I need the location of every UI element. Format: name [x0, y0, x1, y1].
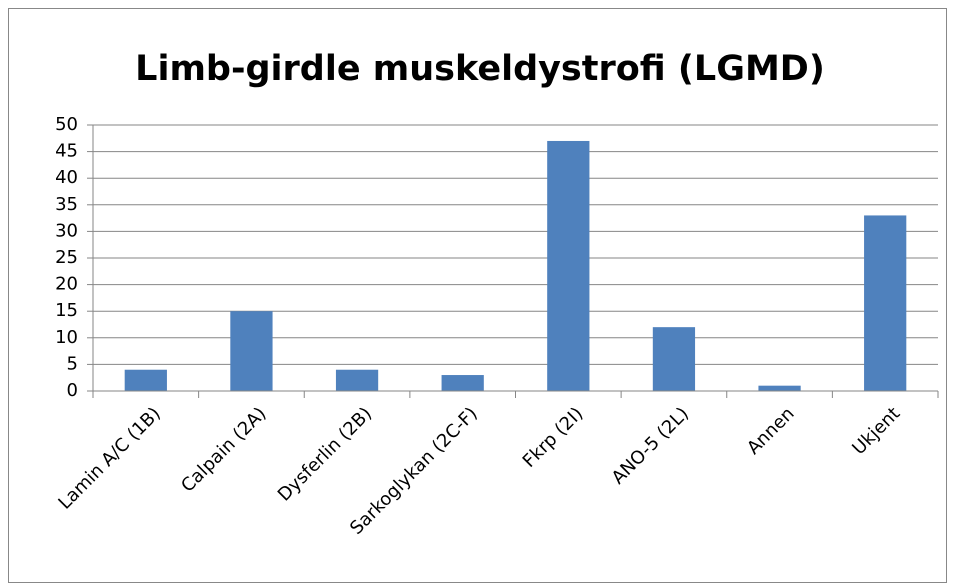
bar: [652, 327, 696, 391]
y-tick-label: 15: [55, 300, 78, 321]
y-tick-label: 25: [55, 247, 78, 268]
chart-frame: [8, 8, 947, 583]
bar: [864, 215, 907, 391]
chart-title: Limb-girdle muskeldystrofi (LGMD): [135, 49, 825, 89]
bar: [547, 140, 590, 391]
y-tick-label: 50: [55, 114, 78, 135]
y-tick-label: 5: [67, 353, 78, 374]
bar: [335, 369, 379, 391]
y-tick-label: 10: [55, 327, 78, 348]
y-tick-label: 45: [55, 141, 78, 162]
y-tick-label: 40: [55, 167, 78, 188]
bar: [441, 375, 484, 391]
y-tick-label: 35: [55, 194, 78, 215]
bar: [230, 311, 273, 391]
y-tick-label: 30: [55, 220, 78, 241]
y-tick-label: 20: [55, 274, 78, 295]
bar: [758, 385, 801, 391]
y-tick-label: 0: [67, 380, 78, 401]
bar: [124, 369, 167, 391]
